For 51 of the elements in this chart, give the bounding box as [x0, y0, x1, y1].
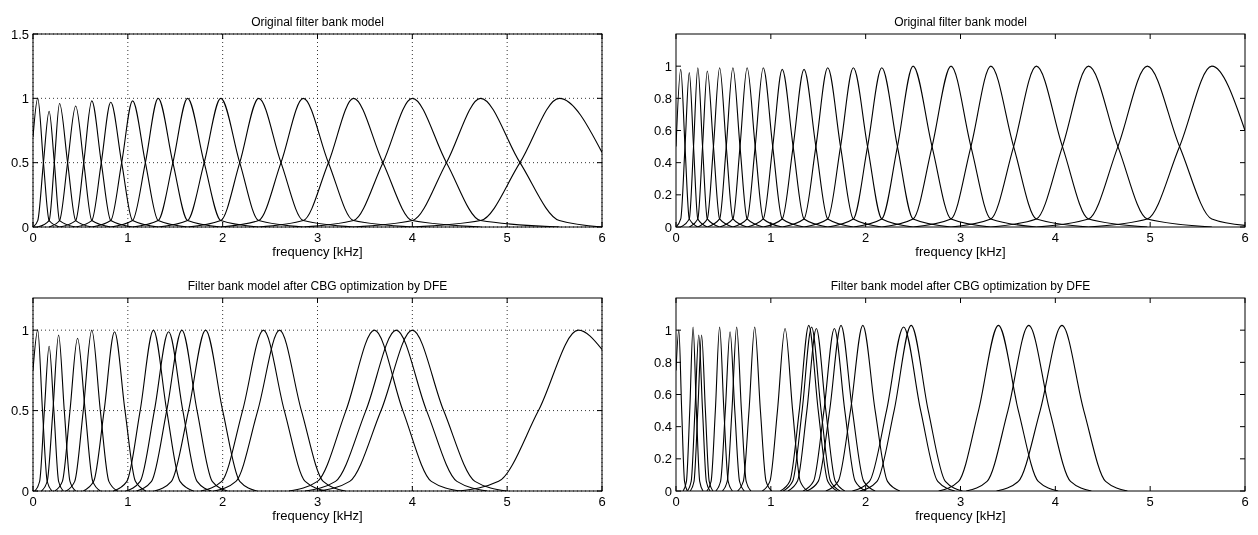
y-tick-label: 0 — [21, 483, 29, 499]
x-tick-label: 3 — [313, 494, 322, 509]
y-tick-label: 0.8 — [653, 354, 672, 370]
x-tick-label: 4 — [408, 230, 416, 245]
x-tick-label: 2 — [862, 494, 870, 509]
chart-title: Original filter bank model — [894, 15, 1027, 29]
x-tick-label: 3 — [956, 230, 965, 245]
x-axis-title: frequency [kHz] — [272, 244, 363, 259]
y-tick-label: 1.5 — [10, 26, 29, 42]
x-axis-title: frequency [kHz] — [915, 244, 1006, 259]
x-tick-label: 2 — [219, 230, 227, 245]
chart-title: Filter bank model after CBG optimization by DFE — [830, 279, 1091, 293]
x-tick-label: 5 — [503, 494, 511, 509]
x-tick-label: 2 — [219, 494, 227, 509]
x-tick-label: 1 — [124, 230, 132, 245]
y-tick-label: 0 — [21, 219, 29, 235]
x-axis-title: frequency [kHz] — [915, 508, 1006, 523]
x-tick-label: 3 — [313, 230, 322, 245]
y-tick-label: 0.6 — [653, 387, 672, 402]
y-tick-label: 0.4 — [653, 419, 672, 435]
chart-title: Original filter bank model — [251, 15, 384, 29]
y-tick-label: 0 — [664, 483, 672, 499]
x-tick-label: 2 — [862, 230, 870, 245]
x-tick-label: 1 — [767, 494, 775, 509]
x-tick-label: 5 — [503, 230, 511, 245]
x-tick-label: 6 — [598, 494, 606, 509]
x-tick-label: 5 — [1146, 230, 1154, 245]
y-tick-label: 1 — [21, 322, 29, 338]
x-tick-label: 4 — [1051, 230, 1059, 245]
x-tick-label: 1 — [767, 230, 775, 245]
x-tick-label: 6 — [598, 230, 606, 245]
y-tick-label: 1 — [21, 90, 29, 106]
y-tick-label: 0.5 — [10, 403, 29, 419]
x-tick-label: 4 — [1051, 494, 1059, 509]
x-tick-label: 6 — [1241, 494, 1249, 509]
y-tick-label: 0 — [664, 219, 672, 235]
y-tick-label: 1 — [664, 322, 672, 338]
y-tick-label: 0.2 — [653, 187, 672, 203]
y-tick-label: 1 — [664, 58, 672, 74]
x-axis-title: frequency [kHz] — [272, 508, 363, 523]
chart-title: Filter bank model after CBG optimization by DFE — [187, 279, 448, 293]
y-tick-label: 0.4 — [653, 155, 672, 171]
x-tick-label: 1 — [124, 494, 132, 509]
y-tick-label: 0.6 — [653, 123, 672, 138]
x-tick-label: 6 — [1241, 230, 1249, 245]
y-tick-label: 0.5 — [10, 155, 29, 171]
x-tick-label: 3 — [956, 494, 965, 509]
y-tick-label: 0.2 — [653, 451, 672, 467]
x-tick-label: 5 — [1146, 494, 1154, 509]
x-tick-label: 4 — [408, 494, 416, 509]
y-tick-label: 0.8 — [653, 90, 672, 106]
